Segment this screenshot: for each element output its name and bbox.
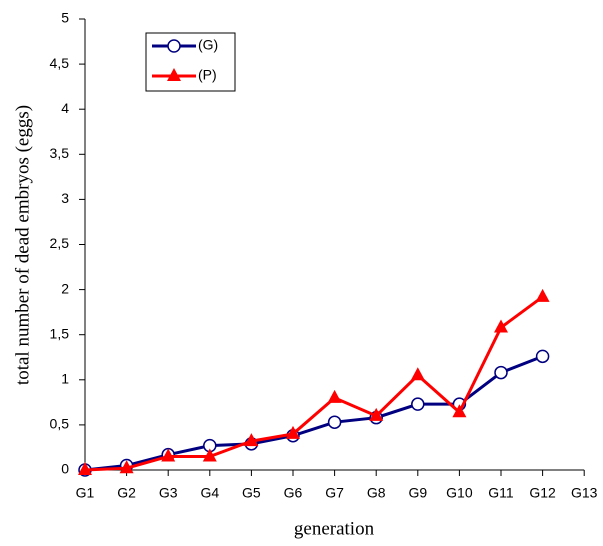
y-tick-label: 2 [61, 280, 69, 296]
x-tick-label: G13 [571, 485, 598, 501]
marker [244, 433, 259, 447]
x-tick-label: G12 [529, 485, 556, 501]
marker [535, 349, 550, 364]
x-tick-label: G11 [488, 485, 514, 501]
x-tick-label: G3 [159, 485, 178, 501]
marker [369, 407, 384, 421]
x-axis-label: generation [294, 518, 375, 539]
marker [494, 319, 508, 333]
legend-label: (G) [198, 37, 218, 53]
marker [202, 448, 217, 462]
y-tick-label: 2,5 [50, 235, 70, 251]
x-tick-label: G4 [200, 485, 219, 501]
x-tick-label: G2 [117, 485, 136, 501]
x-tick-label: G6 [284, 485, 303, 501]
y-tick-label: 1,5 [50, 325, 70, 341]
marker [167, 68, 181, 81]
x-tick-label: G5 [242, 485, 261, 501]
x-tick-label: G10 [446, 485, 473, 501]
marker [452, 404, 467, 418]
y-tick-label: 5 [61, 10, 69, 26]
x-tick-label: G8 [367, 485, 386, 501]
y-tick-label: 0,5 [50, 416, 70, 432]
series-line [84, 354, 544, 472]
marker [411, 397, 425, 411]
marker [494, 365, 508, 380]
marker [535, 288, 550, 302]
x-tick-label: G9 [408, 485, 427, 501]
marker [327, 415, 342, 429]
y-axis-label: total number of dead embryos (eggs) [12, 105, 33, 385]
y-tick-label: 4 [61, 100, 69, 116]
marker [78, 462, 92, 475]
marker [161, 448, 176, 462]
marker [119, 460, 134, 474]
marker [167, 39, 181, 53]
marker [410, 367, 425, 381]
y-tick-label: 1 [61, 371, 69, 387]
y-tick-label: 0 [61, 461, 69, 477]
legend-label: (P) [198, 67, 217, 83]
marker [327, 389, 342, 403]
x-tick-label: G7 [325, 485, 344, 501]
x-tick-label: G1 [76, 485, 95, 501]
y-tick-label: 4,5 [50, 55, 70, 71]
legend-box [145, 32, 236, 92]
marker [286, 425, 300, 439]
y-tick-label: 3 [61, 190, 69, 206]
y-tick-label: 3,5 [50, 145, 70, 161]
series-line [84, 295, 544, 472]
